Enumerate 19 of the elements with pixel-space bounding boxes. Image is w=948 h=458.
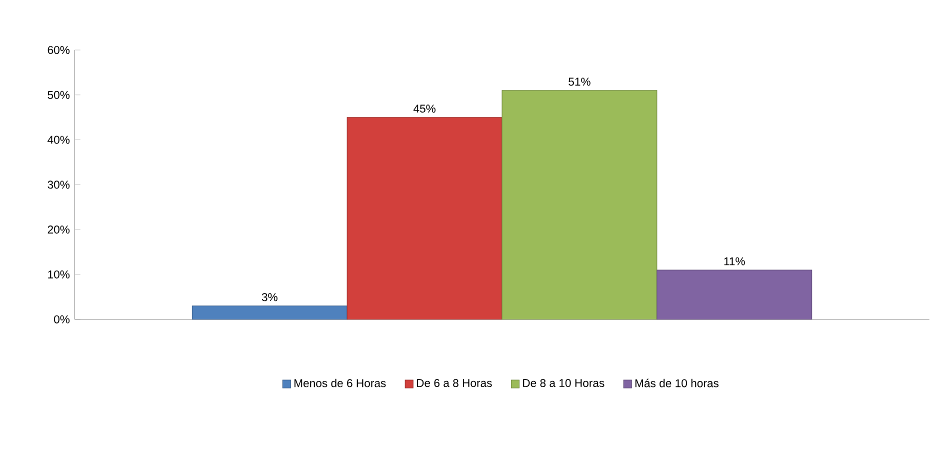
y-tick-label: 0% xyxy=(54,315,70,324)
data-label: 3% xyxy=(262,293,278,302)
data-label: 51% xyxy=(568,78,590,86)
bar xyxy=(502,90,658,320)
data-label: 11% xyxy=(724,257,745,266)
data-label: 45% xyxy=(413,104,436,113)
y-tick-label: 60% xyxy=(48,46,70,54)
y-tick-label: 40% xyxy=(48,136,70,144)
y-tick-label: 50% xyxy=(48,90,70,99)
bar xyxy=(346,117,502,320)
legend-label: De 6 a 8 Horas xyxy=(416,379,492,388)
y-tick-label: 10% xyxy=(48,270,70,278)
legend-label: Menos de 6 Horas xyxy=(294,378,386,388)
bar xyxy=(656,270,812,320)
legend-label: De 8 a 10 Horas xyxy=(523,379,604,388)
y-tick-label: 20% xyxy=(48,226,70,234)
y-tick-label: 30% xyxy=(48,180,70,189)
legend-label: Más de 10 horas xyxy=(635,378,719,388)
bar xyxy=(192,306,348,320)
